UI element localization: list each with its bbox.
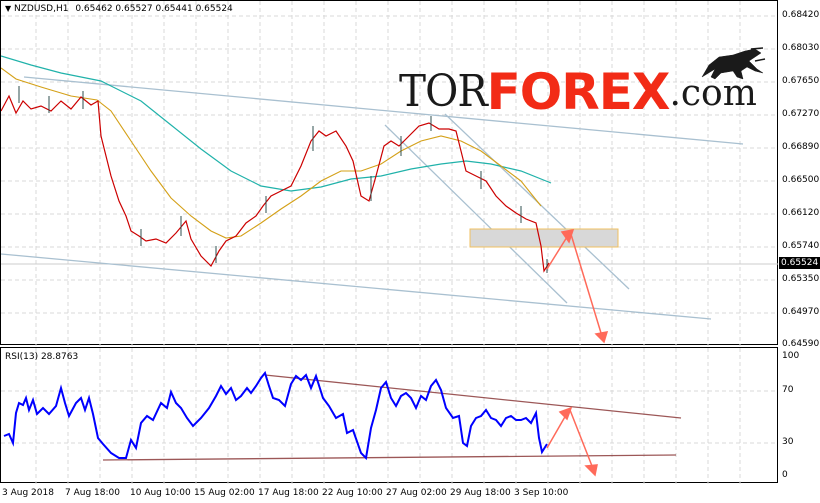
time-label: 15 Aug 02:00 — [194, 488, 255, 498]
price-label: 0.67270 — [782, 109, 820, 119]
triangle-down-icon[interactable]: ▼ — [5, 4, 12, 13]
rsi-title: RSI(13) 28.8763 — [5, 352, 79, 362]
price-label: 0.67650 — [782, 76, 820, 86]
symbol-label: NZDUSD,H1 — [14, 4, 69, 14]
logo-com: .com — [669, 73, 757, 114]
price-chart-pane[interactable]: ▼ NZDUSD,H1 0.65462 0.65527 0.65441 0.65… — [0, 0, 778, 346]
bull-icon — [701, 47, 766, 80]
time-label: 3 Aug 2018 — [2, 488, 54, 498]
logo-forex: FOREX — [486, 63, 671, 121]
time-label: 27 Aug 02:00 — [386, 488, 447, 498]
price-label: 0.65740 — [782, 241, 820, 251]
time-label: 10 Aug 10:00 — [130, 488, 191, 498]
torforex-logo: TOR FOREX .com — [399, 47, 766, 121]
price-label: 0.66890 — [782, 142, 820, 152]
ohlc-values: 0.65462 0.65527 0.65441 0.65524 — [75, 4, 233, 14]
rsi-axis-label: 0 — [782, 470, 788, 480]
logo-tor: TOR — [399, 66, 488, 117]
price-label: 0.65350 — [782, 274, 820, 284]
time-label: 3 Sep 10:00 — [514, 488, 569, 498]
price-label: 0.66120 — [782, 208, 820, 218]
rsi-pane[interactable]: RSI(13) 28.8763 — [0, 347, 778, 484]
chart-header: ▼ NZDUSD,H1 0.65462 0.65527 0.65441 0.65… — [5, 4, 233, 14]
rsi-axis-label: 70 — [782, 385, 794, 395]
time-label: 17 Aug 18:00 — [258, 488, 319, 498]
rsi-canvas — [1, 348, 778, 484]
time-label: 29 Aug 18:00 — [450, 488, 511, 498]
price-label: 0.68420 — [782, 10, 820, 20]
rsi-axis-label: 100 — [782, 351, 800, 361]
price-label: 0.66500 — [782, 175, 820, 185]
resistance-zone — [469, 228, 619, 248]
time-label: 22 Aug 10:00 — [322, 488, 383, 498]
price-label: 0.64970 — [782, 307, 820, 317]
rsi-axis-label: 30 — [782, 437, 794, 447]
price-chart-canvas — [1, 1, 778, 346]
current-price-tag: 0.65524 — [779, 257, 820, 269]
price-label: 0.68030 — [782, 43, 820, 53]
time-label: 7 Aug 18:00 — [65, 488, 120, 498]
price-label: 0.64590 — [782, 339, 820, 349]
